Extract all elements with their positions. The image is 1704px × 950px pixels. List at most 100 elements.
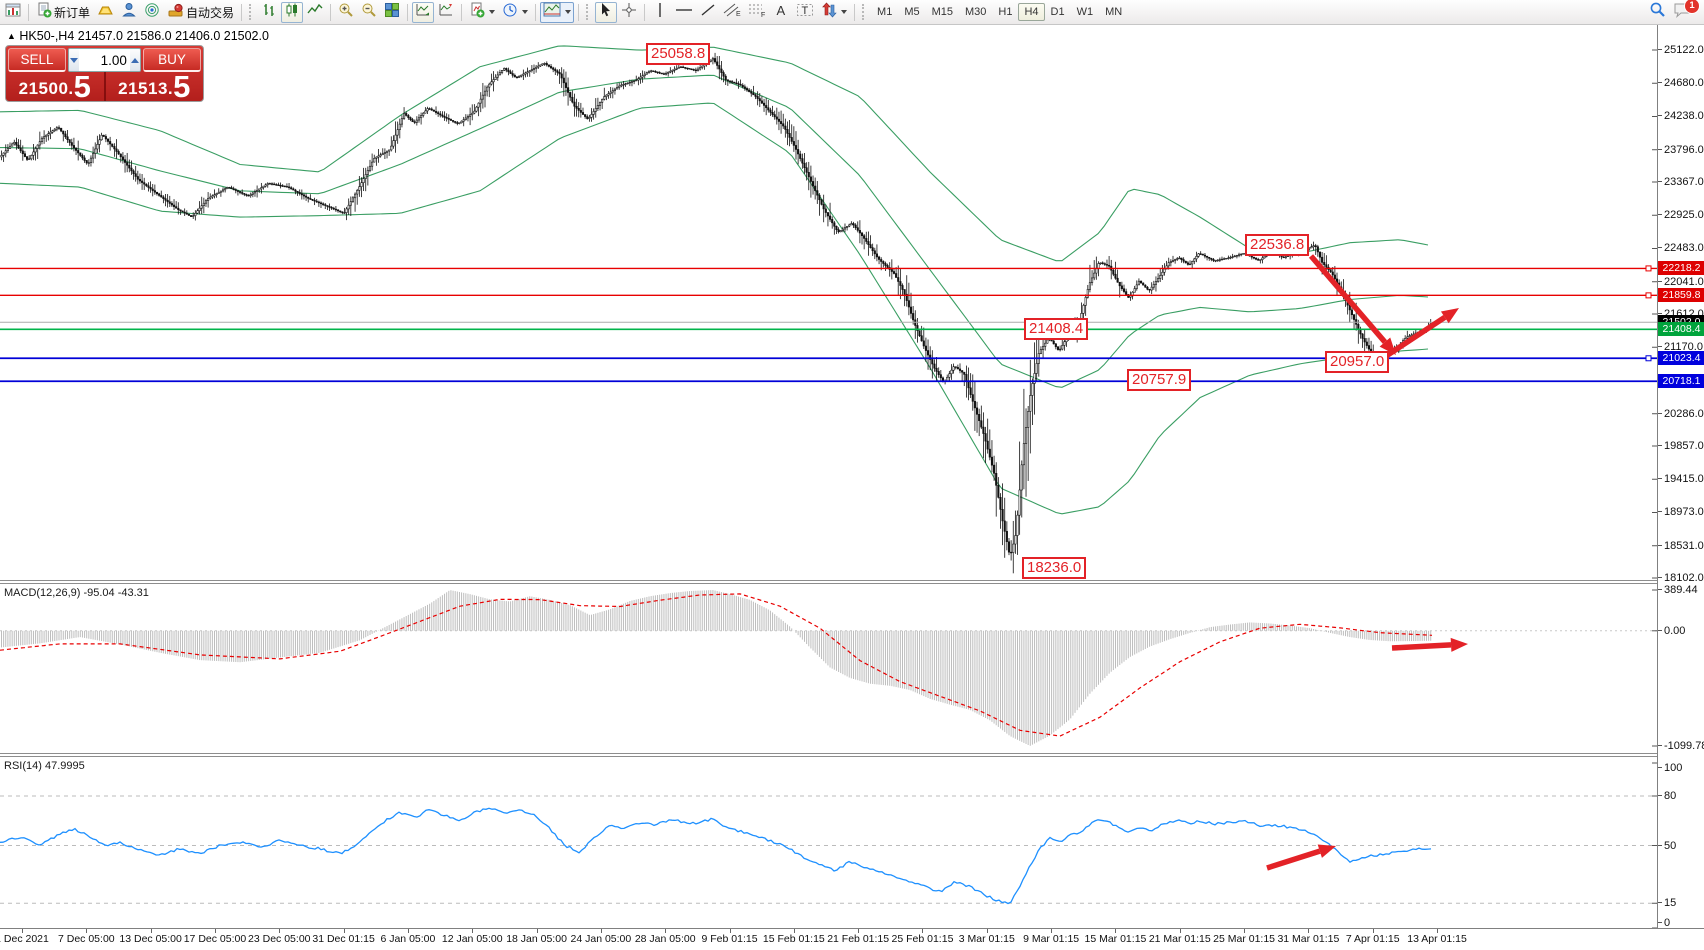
channel-button[interactable]: E — [720, 2, 744, 23]
volume-input[interactable] — [79, 49, 130, 71]
chart-template-button[interactable] — [540, 1, 575, 23]
zoom-out-button[interactable] — [358, 2, 380, 23]
crosshair-button[interactable] — [618, 2, 640, 23]
symbol-ohlc: 21457.0 21586.0 21406.0 21502.0 — [77, 29, 269, 43]
signals-button[interactable] — [141, 2, 163, 23]
notifications-button[interactable]: 1 — [1670, 0, 1700, 23]
time-tick-label: 21 Mar 01:15 — [1148, 933, 1211, 945]
new-order-label: 新订单 — [54, 5, 91, 20]
trendline-icon — [700, 2, 716, 23]
auto-scroll-button[interactable] — [412, 1, 435, 23]
time-tick-icon — [1372, 929, 1374, 933]
timeframe-button-h4[interactable]: H4 — [1018, 3, 1045, 21]
time-tick-label: 7 Apr 01:15 — [1345, 933, 1400, 945]
timeframe-button-h1[interactable]: H1 — [998, 6, 1013, 18]
new-order-button[interactable]: 新订单 — [33, 2, 93, 23]
sonar-icon — [144, 2, 160, 23]
chart-template-icon — [543, 2, 561, 22]
time-tick-icon — [729, 929, 731, 933]
text-icon: A — [774, 2, 788, 23]
one-click-trading-panel: SELL BUY 21500.5 21513.5 — [5, 45, 204, 102]
text-label-button[interactable]: T — [793, 2, 817, 23]
gold-ingot-icon — [97, 2, 114, 23]
time-tick-label: 3 Mar 01:15 — [958, 933, 1015, 945]
time-tick-label: 12 Jan 05:00 — [441, 933, 503, 945]
chart-shift-icon — [438, 2, 454, 23]
pane-separator[interactable] — [0, 753, 1704, 757]
time-tick-label: 9 Mar 01:15 — [1023, 933, 1080, 945]
fibonacci-button[interactable]: F — [745, 2, 769, 23]
chart-window-button[interactable] — [2, 2, 24, 23]
price-callout-label: 18236.0 — [1022, 557, 1087, 579]
price-badge: 22218.2 — [1658, 261, 1704, 276]
symbol-marker-icon: ▲ — [7, 31, 16, 41]
time-tick-icon — [986, 929, 988, 933]
vertical-line-icon — [653, 2, 667, 23]
toolbar-separator — [461, 3, 463, 21]
price-tick-label: 22925.0 — [1658, 209, 1704, 221]
buy-price[interactable]: 21513.5 — [118, 69, 191, 102]
time-tick-label: 24 Jan 05:00 — [570, 933, 632, 945]
bar-chart-button[interactable] — [258, 2, 280, 23]
toolbar-grip — [249, 4, 254, 20]
pane-separator[interactable] — [0, 580, 1704, 584]
time-tick-icon — [407, 929, 409, 933]
symbol-period: HK50-,H4 — [19, 29, 75, 43]
periods-button[interactable] — [499, 2, 531, 23]
time-tick-label: 18 Jan 05:00 — [506, 933, 567, 945]
time-tick-label: 15 Mar 01:15 — [1084, 933, 1147, 945]
time-tick-icon — [1437, 929, 1439, 933]
time-tick-label: 13 Dec 05:00 — [119, 933, 182, 945]
timeframe-button-m15[interactable]: M15 — [931, 6, 953, 18]
trendline-button[interactable] — [697, 2, 719, 23]
price-tick-label: 24238.0 — [1658, 110, 1704, 122]
cursor-button[interactable] — [595, 1, 618, 23]
time-axis[interactable]: 1 Dec 2021 7 Dec 05:00 13 Dec 05:00 17 Dec … — [0, 928, 1704, 950]
timeframe-button-m1[interactable]: M1 — [877, 6, 893, 18]
autotrading-button[interactable]: 自动交易 — [164, 2, 237, 23]
chart-shift-button[interactable] — [435, 2, 457, 23]
sell-button[interactable]: SELL — [8, 48, 66, 72]
volume-decrease-button[interactable] — [69, 49, 80, 71]
timeframe-button-m30[interactable]: M30 — [965, 6, 987, 18]
svg-text:F: F — [761, 12, 765, 18]
clock-icon — [502, 2, 518, 23]
chart-canvas[interactable] — [0, 25, 1657, 928]
vertical-line-button[interactable] — [649, 2, 671, 23]
search-button[interactable] — [1646, 2, 1669, 23]
toolbar-separator — [330, 3, 332, 21]
candlestick-chart-button[interactable] — [281, 1, 304, 23]
indicators-button[interactable] — [466, 2, 498, 23]
time-tick-label: 31 Dec 01:15 — [312, 933, 375, 945]
svg-text:T: T — [802, 5, 809, 17]
tile-windows-button[interactable] — [381, 2, 403, 23]
crosshair-icon — [621, 2, 637, 23]
zoom-out-icon — [361, 2, 377, 23]
timeframe-button-m5[interactable]: M5 — [904, 6, 920, 18]
time-tick-label: 1 Dec 2021 — [0, 933, 49, 945]
zoom-in-button[interactable] — [335, 2, 357, 23]
line-chart-button[interactable] — [304, 2, 326, 23]
shapes-button[interactable] — [818, 2, 850, 23]
buy-button[interactable]: BUY — [143, 48, 201, 72]
accounts-button[interactable] — [118, 2, 140, 23]
candlestick-chart-icon — [284, 2, 300, 23]
timeframe-button-d1[interactable]: D1 — [1050, 6, 1065, 18]
time-tick-label: 25 Mar 01:15 — [1213, 933, 1276, 945]
line-chart-icon — [307, 2, 323, 23]
time-tick-icon — [1244, 929, 1246, 933]
timeframe-button-mn[interactable]: MN — [1105, 6, 1123, 18]
dropdown-caret-icon — [522, 10, 529, 14]
time-tick-icon — [279, 929, 281, 933]
deposit-button[interactable] — [94, 2, 117, 23]
volume-increase-button[interactable] — [129, 49, 140, 71]
sell-price[interactable]: 21500.5 — [18, 69, 91, 102]
timeframe-button-w1[interactable]: W1 — [1076, 6, 1094, 18]
toolbar-separator — [28, 3, 29, 21]
time-tick-label: 28 Jan 05:00 — [634, 933, 696, 945]
text-button[interactable]: A — [770, 2, 792, 23]
horizontal-line-button[interactable] — [672, 2, 696, 23]
price-axis[interactable]: 25122.0 24680.0 24238.0 23796.0 23367.0 22925… — [1657, 25, 1704, 929]
toolbar-separator — [407, 3, 409, 21]
chart-window-icon — [5, 2, 21, 23]
